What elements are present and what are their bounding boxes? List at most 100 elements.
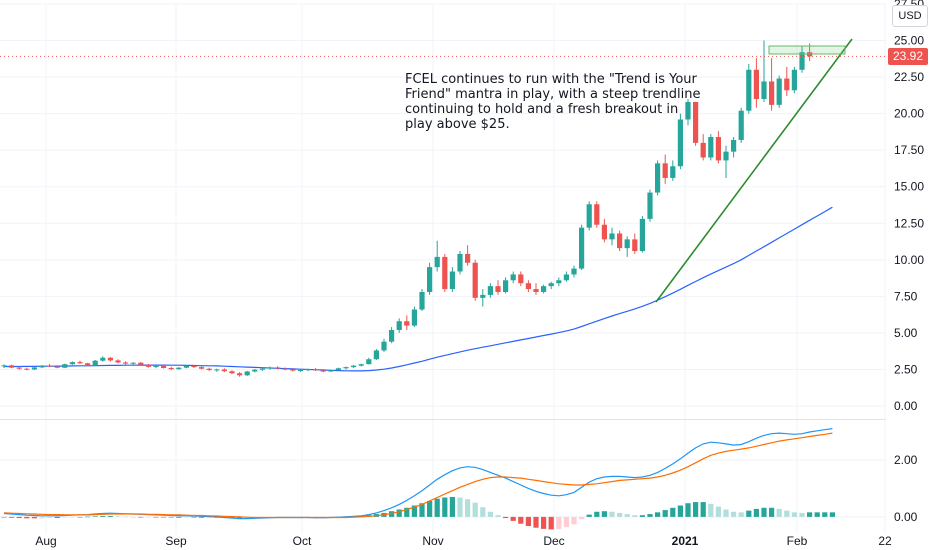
- candle: [662, 154, 668, 184]
- candle: [632, 233, 638, 254]
- price-tick-label: 2.50: [894, 362, 918, 376]
- candle: [351, 365, 357, 368]
- candle: [389, 327, 395, 344]
- candle-body: [259, 368, 265, 370]
- currency-badge[interactable]: USD: [892, 5, 928, 27]
- macd-histogram-bar: [791, 512, 797, 517]
- candle: [419, 289, 425, 311]
- candle: [487, 283, 493, 298]
- macd-histogram-bar: [594, 511, 600, 517]
- price-tick-label: 5.00: [894, 326, 918, 340]
- candle: [191, 364, 197, 368]
- macd-histogram-bar: [183, 516, 189, 518]
- candle-body: [434, 256, 440, 268]
- candle-body: [85, 363, 91, 366]
- candle: [267, 366, 273, 370]
- macd-histogram-bar: [69, 516, 75, 518]
- price-panel[interactable]: [0, 38, 886, 377]
- candle-body: [503, 280, 509, 292]
- candle: [381, 338, 387, 352]
- candle: [199, 365, 205, 370]
- macd-histogram-bar: [206, 516, 212, 518]
- candle-body: [411, 309, 417, 326]
- macd-histogram-bar: [161, 516, 167, 518]
- candle-body: [343, 367, 349, 369]
- moving-average-line: [4, 206, 833, 372]
- macd-histogram-bar: [738, 512, 744, 517]
- candle-body: [670, 166, 676, 178]
- macd-histogram-bar: [168, 516, 174, 518]
- candle: [693, 101, 699, 146]
- candle-body: [799, 52, 805, 70]
- candle-body: [533, 289, 539, 292]
- candle: [670, 160, 676, 181]
- moving-average-layer: [4, 206, 833, 372]
- macd-histogram-bar: [609, 511, 615, 517]
- candle: [617, 230, 623, 252]
- candle: [601, 218, 607, 243]
- candle: [275, 366, 281, 370]
- candle: [784, 66, 790, 97]
- macd-histogram-bar: [24, 516, 30, 519]
- candle: [313, 367, 319, 371]
- candle: [259, 367, 265, 371]
- candle: [320, 369, 326, 373]
- time-tick-label: 22: [878, 534, 892, 548]
- macd-histogram-bar: [769, 507, 775, 517]
- candle-body: [373, 350, 379, 360]
- time-tick-label: Sep: [165, 534, 187, 548]
- macd-axis[interactable]: 0.00 2.00: [894, 453, 918, 524]
- candle: [776, 75, 782, 108]
- grid: [0, 3, 886, 534]
- macd-histogram-bar: [632, 515, 638, 517]
- macd-histogram-bar: [563, 516, 569, 528]
- macd-histogram-bar: [62, 516, 68, 518]
- macd-histogram-bar: [191, 516, 197, 518]
- time-axis[interactable]: Aug Sep Oct Nov Dec 2021 Feb 22: [35, 534, 892, 548]
- candle: [221, 368, 227, 373]
- candle-body: [191, 365, 197, 368]
- macd-histogram-bar: [465, 499, 471, 517]
- candle-body: [1, 365, 7, 367]
- candle: [609, 227, 615, 246]
- candle: [624, 236, 630, 257]
- candle: [9, 364, 15, 369]
- candle: [480, 289, 486, 307]
- candle: [533, 283, 539, 295]
- candle: [138, 361, 144, 366]
- candle: [16, 366, 22, 370]
- macd-histogram-bar: [39, 516, 45, 519]
- candle: [244, 370, 250, 376]
- candle: [1, 364, 7, 368]
- candle: [411, 306, 417, 328]
- price-axis[interactable]: 0.00 2.50 5.00 7.50 10.00 12.50 15.00 17.50 20.0…: [894, 0, 924, 413]
- macd-histogram-bar: [480, 507, 486, 517]
- candle: [373, 348, 379, 360]
- macd-histogram-bar: [130, 516, 136, 518]
- candle-body: [275, 367, 281, 369]
- candle: [183, 365, 189, 369]
- candle: [153, 365, 159, 369]
- candle-body: [115, 360, 121, 363]
- candle-body: [708, 137, 714, 158]
- candle-body: [69, 362, 75, 365]
- candle-body: [685, 101, 691, 120]
- candle-body: [214, 369, 220, 371]
- candle: [62, 363, 68, 368]
- candle: [145, 363, 151, 368]
- candle-body: [9, 365, 15, 368]
- candle-body: [335, 368, 341, 371]
- candle: [510, 271, 516, 284]
- macd-histogram-bar: [670, 507, 676, 517]
- macd-panel[interactable]: [1, 428, 835, 530]
- price-tick-label: 15.00: [894, 180, 924, 194]
- candle: [206, 367, 212, 371]
- macd-histogram-bar: [723, 509, 729, 517]
- candle-body: [480, 294, 486, 298]
- candle-body: [769, 81, 775, 105]
- candle: [753, 58, 759, 108]
- macd-histogram-bar: [617, 512, 623, 517]
- price-tick-label: 7.50: [894, 289, 918, 303]
- candle-body: [130, 362, 136, 364]
